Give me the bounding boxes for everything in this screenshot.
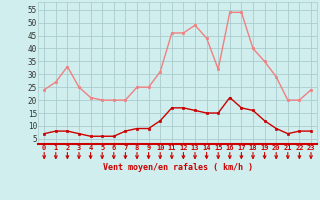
X-axis label: Vent moyen/en rafales ( km/h ): Vent moyen/en rafales ( km/h ) [103, 162, 252, 171]
